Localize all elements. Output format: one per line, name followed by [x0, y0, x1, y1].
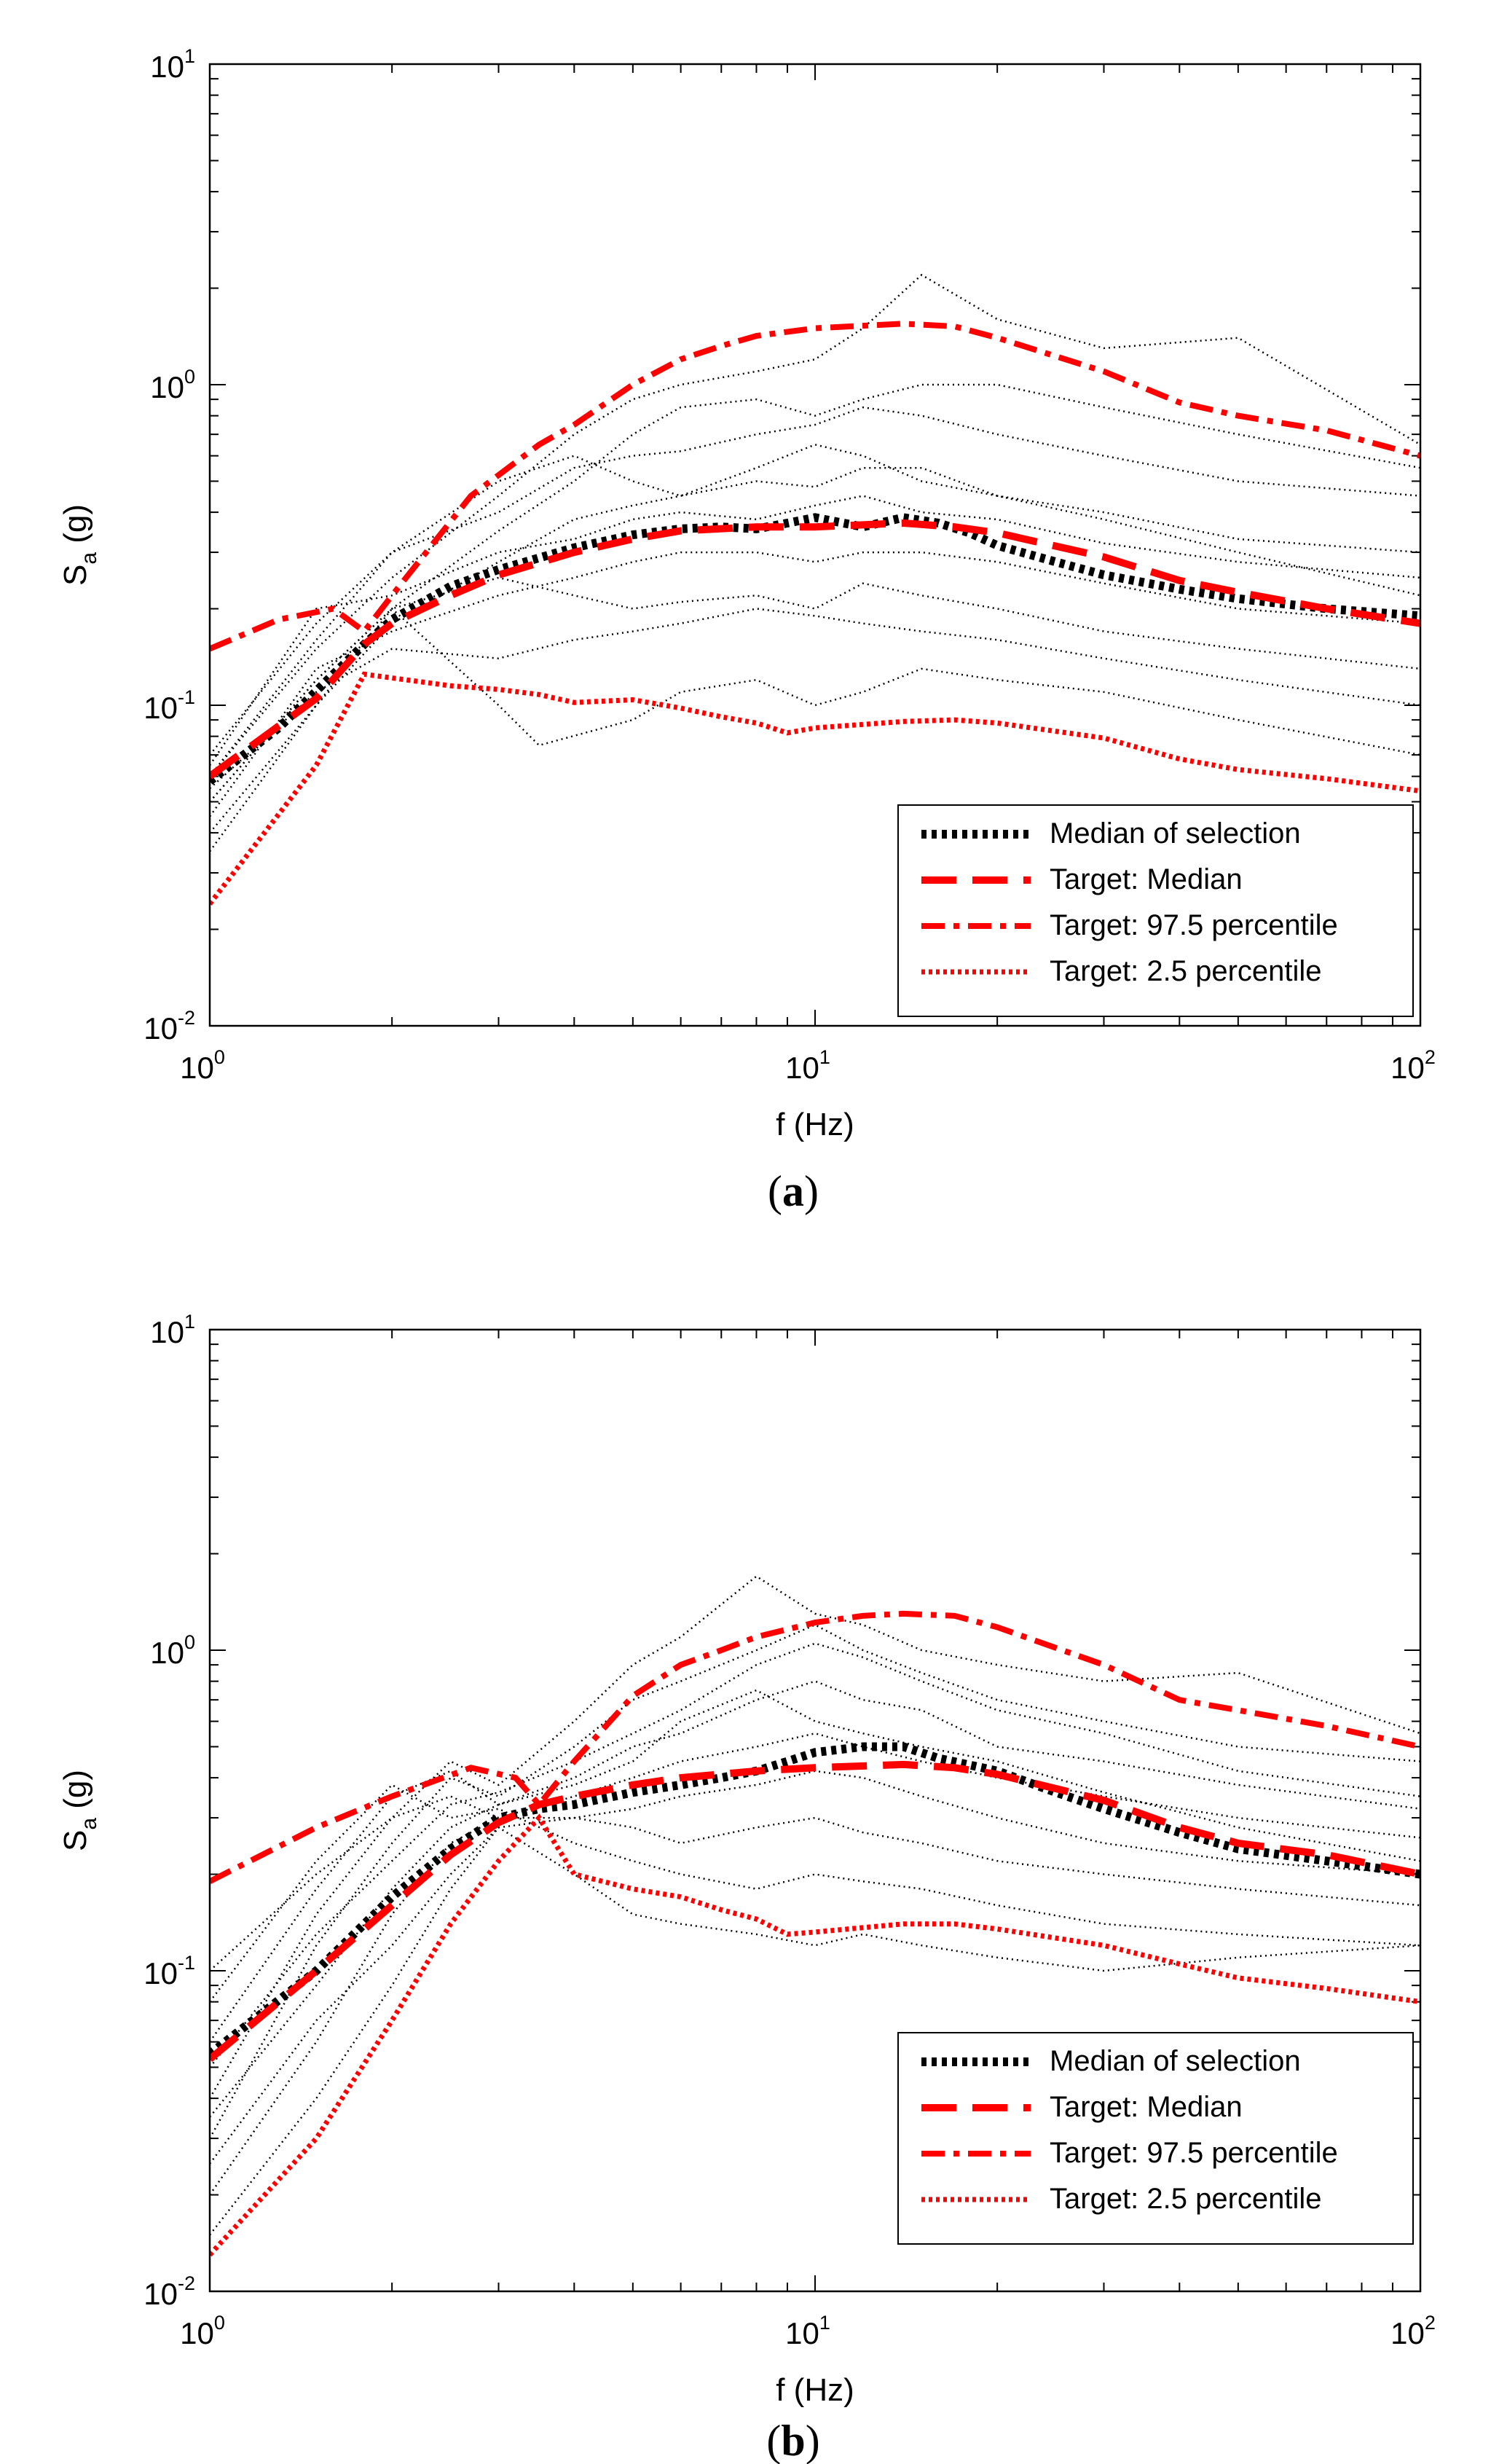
chart-panel-b: 100 101 102 10-2 10-1 100 101 f (Hz) Sa (g) Media…: [58, 1311, 1436, 2464]
x-axis-label: f (Hz): [776, 1107, 854, 1142]
legend: Median of selection Target: Median Target:…: [897, 804, 1414, 1017]
record-line: [210, 607, 1420, 803]
legend-label: Target: 2.5 percentile: [1050, 955, 1322, 987]
y-tick-label: 10-1: [143, 686, 195, 725]
y-tick-label: 101: [150, 45, 195, 84]
record-line: [210, 1784, 1420, 2003]
y-tick-label: 100: [150, 366, 195, 404]
series-line-dashed-long: [210, 519, 1420, 780]
axis-ticks: [209, 1330, 1420, 2292]
legend-label: Median of selection: [1050, 2045, 1301, 2077]
series-line-dotted-red: [210, 671, 1420, 906]
panel-caption: (b): [766, 2417, 819, 2464]
record-line: [210, 1623, 1420, 2139]
x-tick-label: 100: [180, 2312, 225, 2350]
legend-label: Target: 97.5 percentile: [1050, 909, 1338, 941]
legend-label: Target: 97.5 percentile: [1050, 2137, 1338, 2169]
legend: Median of selection Target: Median Target:…: [897, 2032, 1414, 2245]
record-line: [210, 1816, 1420, 2236]
series-line-dotted-red: [210, 1813, 1420, 2257]
y-tick-label: 10-2: [143, 1007, 195, 1045]
x-tick-label: 102: [1390, 2312, 1436, 2350]
legend-box: [897, 804, 1414, 1017]
record-line: [210, 383, 1420, 803]
panel-caption: (a): [768, 1167, 819, 1215]
x-tick-label: 101: [785, 1046, 830, 1085]
series-lines: [210, 321, 1420, 906]
legend-label: Target: Median: [1050, 863, 1243, 895]
record-line: [210, 576, 1420, 852]
record-line: [210, 443, 1420, 777]
series-line-dotted-thick: [210, 1742, 1420, 2057]
y-axis-label: Sa (g): [58, 1770, 101, 1851]
chart-panel-a: 100 101 102 10-2 10-1 100 101 f (Hz) Sa (g) Media…: [58, 45, 1436, 1215]
selected-records: [210, 273, 1420, 852]
y-tick-label: 10-1: [143, 1952, 195, 1990]
series-line-dash-dot: [210, 321, 1420, 652]
record-line: [210, 466, 1420, 833]
y-tick-label: 100: [150, 1631, 195, 1670]
x-tick-label: 101: [785, 2312, 830, 2350]
legend-label: Target: Median: [1050, 2091, 1243, 2123]
x-tick-label: 102: [1390, 1046, 1436, 1085]
series-line-dashed-long: [210, 1760, 1420, 2063]
y-tick-label: 101: [150, 1311, 195, 1349]
series-line-dash-dot: [210, 1610, 1420, 1884]
series-lines: [210, 1610, 1420, 2257]
record-line: [210, 406, 1420, 756]
legend-label: Target: 2.5 percentile: [1050, 2183, 1322, 2215]
legend-label: Median of selection: [1050, 817, 1301, 850]
record-line: [210, 1642, 1420, 2068]
plot-frame: [208, 63, 1422, 1027]
x-tick-label: 100: [180, 1046, 225, 1085]
record-line: [210, 608, 1420, 790]
plot-frame: [208, 1328, 1422, 2293]
series-line-dotted-thick: [210, 513, 1420, 785]
legend-box: [897, 2032, 1414, 2245]
y-axis-label: Sa (g): [58, 504, 101, 586]
axis-ticks: [209, 64, 1420, 1027]
y-tick-label: 10-2: [143, 2272, 195, 2311]
x-axis-label: f (Hz): [776, 2372, 854, 2408]
